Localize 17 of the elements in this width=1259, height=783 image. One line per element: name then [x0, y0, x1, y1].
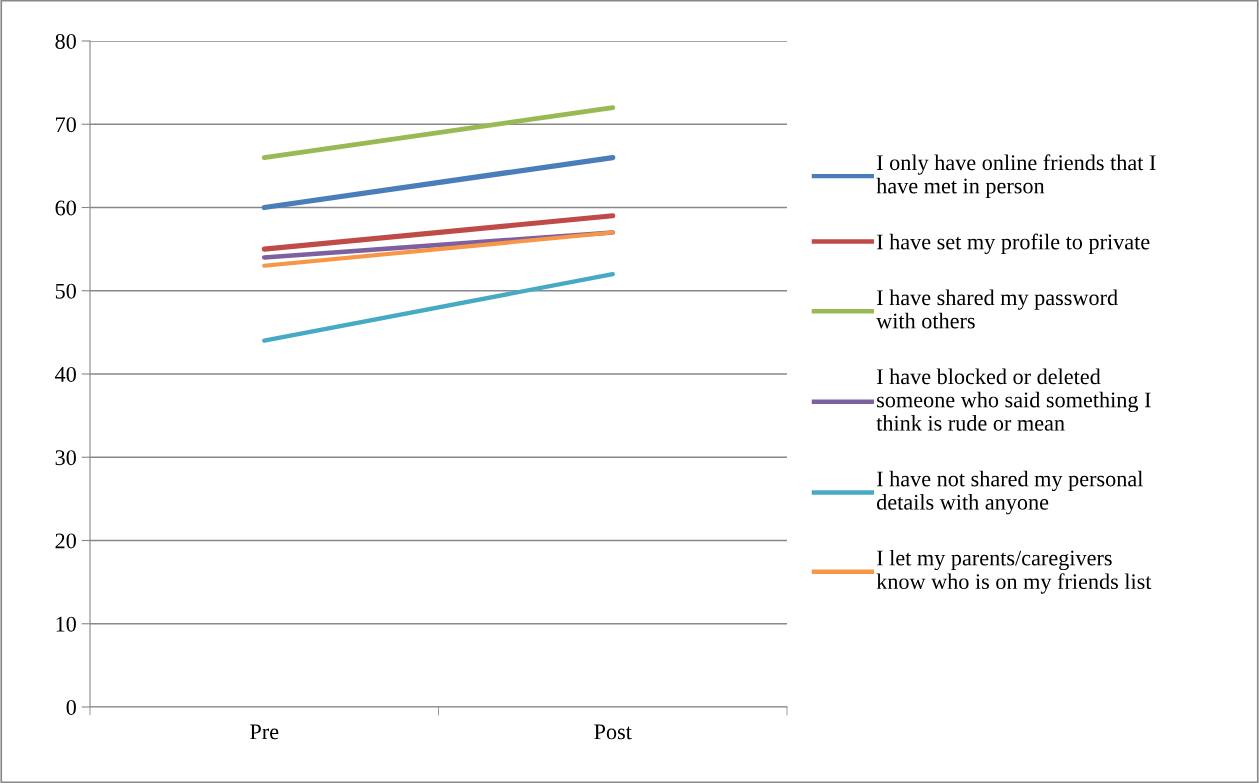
y-tick-label: 40 [55, 366, 76, 382]
y-tick-label: 10 [56, 616, 76, 632]
legend-label: I have shared my password with others [876, 289, 1118, 329]
legend-label: I have blocked or deleted someone who said something I think is rude or mean [876, 368, 1151, 431]
y-tick-label: 60 [55, 200, 76, 216]
y-tick-label: 30 [55, 450, 76, 466]
y-tick-label: 20 [55, 533, 76, 549]
y-tick-label: 0 [66, 699, 76, 715]
legend-label: I have set my profile to private [876, 233, 1150, 255]
legend-label: I let my parents/caregivers know who is on my friends list [876, 549, 1152, 594]
x-tick-label: Post [594, 724, 632, 740]
legend-label: I only have online friends that I have met in person [876, 154, 1156, 199]
y-tick-label: 50 [55, 283, 76, 299]
y-tick-label: 70 [56, 117, 76, 133]
x-tick-label: Pre [250, 724, 279, 740]
y-tick-label: 80 [55, 33, 76, 49]
legend-label: I have not shared my personal details with anyone [876, 470, 1143, 515]
